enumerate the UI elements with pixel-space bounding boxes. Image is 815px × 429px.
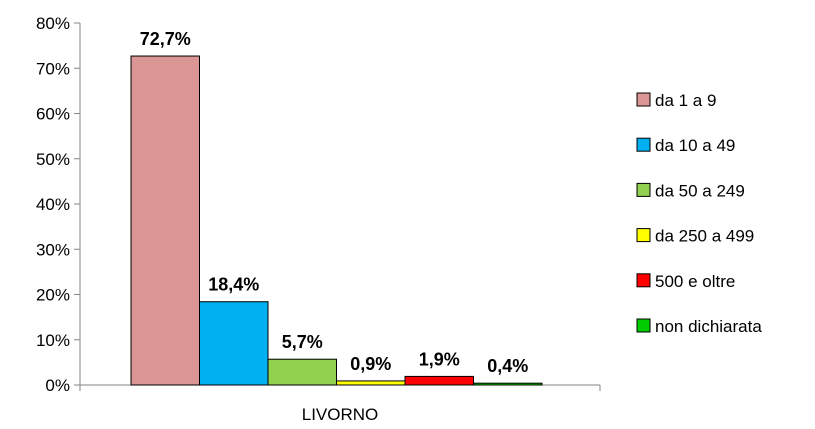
legend-swatch bbox=[636, 273, 651, 288]
bar bbox=[404, 375, 474, 386]
data-label: 1,9% bbox=[419, 349, 460, 369]
bar bbox=[130, 55, 200, 386]
y-tick-label: 0% bbox=[45, 376, 70, 395]
y-tick-label: 10% bbox=[36, 331, 70, 350]
bar bbox=[473, 382, 543, 386]
legend-label: da 1 a 9 bbox=[655, 91, 716, 110]
legend-swatch bbox=[636, 137, 651, 152]
y-tick-label: 80% bbox=[36, 14, 70, 33]
y-tick-label: 40% bbox=[36, 195, 70, 214]
axes: 0% 10% 20% 30% 40% 50% 60% 70% 80% LIVORNO bbox=[36, 14, 601, 424]
data-label: 0,9% bbox=[350, 354, 391, 374]
legend: da 1 a 9 da 10 a 49 da 50 a 249 da 250 a 49… bbox=[636, 91, 762, 336]
legend-label: da 10 a 49 bbox=[655, 136, 735, 155]
y-tick-label: 20% bbox=[36, 286, 70, 305]
legend-swatch bbox=[636, 318, 651, 333]
x-category-label: LIVORNO bbox=[302, 405, 379, 424]
legend-label: 500 e oltre bbox=[655, 272, 735, 291]
legend-swatch bbox=[636, 182, 651, 197]
legend-label: da 50 a 249 bbox=[655, 181, 745, 200]
data-label: 5,7% bbox=[282, 332, 323, 352]
bar bbox=[267, 358, 337, 386]
data-label: 72,7% bbox=[140, 29, 191, 49]
bar bbox=[336, 380, 406, 386]
data-label: 0,4% bbox=[487, 356, 528, 376]
y-tick-label: 60% bbox=[36, 105, 70, 124]
data-label: 18,4% bbox=[208, 275, 259, 295]
legend-swatch bbox=[636, 92, 651, 107]
bars bbox=[130, 55, 543, 386]
y-tick-label: 30% bbox=[36, 240, 70, 259]
bar bbox=[199, 301, 269, 386]
y-tick-label: 50% bbox=[36, 150, 70, 169]
legend-swatch bbox=[636, 228, 651, 243]
data-labels: 72,7% 18,4% 5,7% 0,9% 1,9% 0,4% bbox=[140, 29, 529, 376]
y-tick-label: 70% bbox=[36, 59, 70, 78]
legend-label: non dichiarata bbox=[655, 317, 762, 336]
legend-label: da 250 a 499 bbox=[655, 227, 754, 246]
